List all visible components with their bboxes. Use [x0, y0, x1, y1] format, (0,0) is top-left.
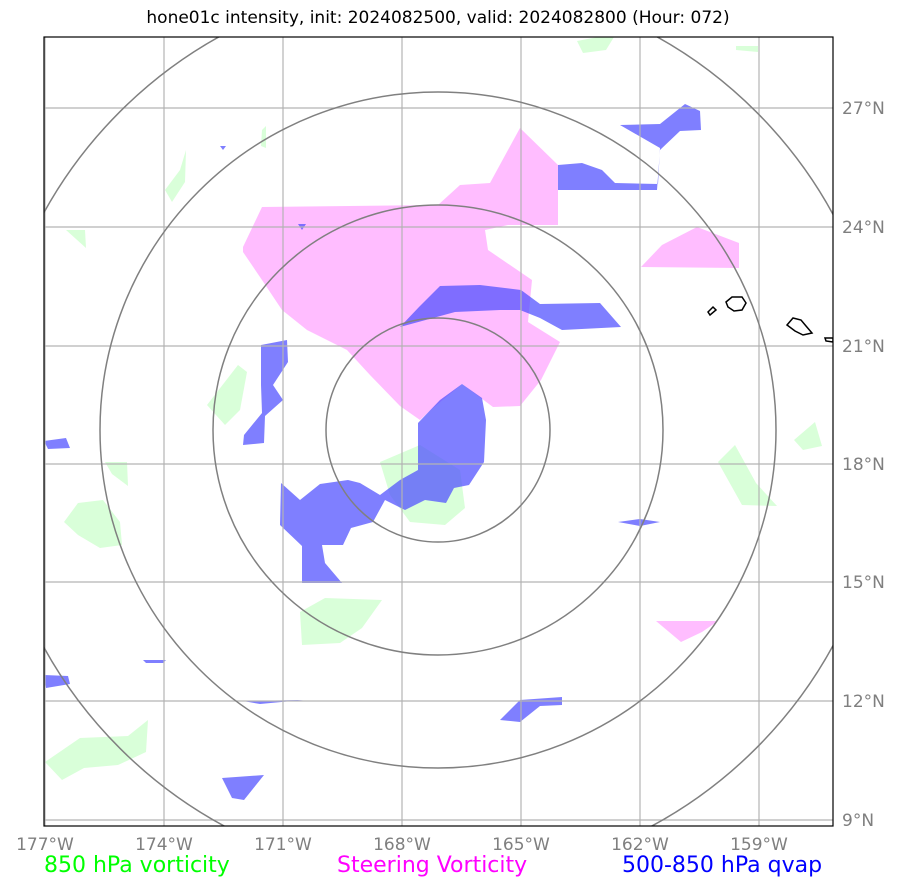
range-rings	[44, 37, 833, 826]
lat-tick-labels: 27°N 24°N 21°N 18°N 15°N 12°N 9°N	[842, 99, 885, 831]
island-outline	[785, 317, 814, 336]
island-outline	[707, 305, 718, 317]
lon-tick-label: 165°W	[492, 835, 550, 855]
qvap-area	[558, 104, 701, 190]
qvap-area	[243, 340, 288, 445]
legend-vorticity-850: 850 hPa vorticity	[44, 853, 230, 878]
range-ring	[325, 317, 551, 543]
lon-tick-labels: 177°W 174°W 171°W 168°W 165°W 162°W 159°…	[16, 835, 788, 855]
lon-tick-label: 159°W	[730, 835, 788, 855]
vorticity-850-area	[105, 462, 128, 486]
legend-qvap: 500-850 hPa qvap	[622, 853, 823, 878]
qvap-area	[500, 697, 562, 722]
qvap-area	[143, 660, 166, 663]
range-ring	[99, 91, 777, 769]
map-title: hone01c intensity, init: 2024082500, val…	[146, 8, 730, 28]
lat-tick-label: 24°N	[842, 218, 885, 238]
island-outline	[823, 337, 833, 343]
gridlines	[44, 37, 833, 826]
vorticity-850-area	[300, 598, 382, 645]
lon-tick-label: 162°W	[611, 835, 669, 855]
lon-tick-label: 171°W	[254, 835, 312, 855]
steering-vorticity-area	[641, 227, 739, 268]
qvap-area	[44, 675, 70, 688]
qvap-layer	[44, 104, 701, 800]
lon-tick-label: 174°W	[135, 835, 193, 855]
vorticity-850-area	[64, 500, 122, 548]
map-frame	[43, 36, 834, 827]
vorticity-850-area	[66, 230, 86, 248]
vorticity-850-area	[577, 37, 614, 53]
lat-tick-label: 9°N	[842, 811, 874, 831]
lat-tick-label: 21°N	[842, 337, 885, 357]
coastlines	[707, 296, 833, 343]
qvap-area	[44, 438, 70, 449]
island-outline	[725, 296, 747, 312]
vorticity-850-area	[718, 445, 777, 506]
lon-tick-label: 177°W	[16, 835, 74, 855]
vorticity-850-area	[736, 46, 758, 52]
range-ring	[212, 204, 664, 656]
vorticity-850-area	[794, 422, 822, 450]
legend-steering-vorticity: Steering Vorticity	[337, 853, 528, 878]
qvap-area	[400, 285, 621, 330]
qvap-area	[222, 775, 264, 800]
vorticity-850-area	[45, 720, 148, 780]
lat-tick-label: 15°N	[842, 573, 885, 593]
qvap-area	[280, 384, 486, 583]
qvap-area	[618, 519, 660, 526]
vorticity-850-area	[207, 365, 247, 425]
lat-tick-label: 18°N	[842, 455, 885, 475]
steering-vorticity-area	[656, 621, 718, 642]
vorticity-850-layer	[45, 37, 822, 780]
lat-tick-label: 27°N	[842, 99, 885, 119]
vorticity-850-area	[165, 150, 186, 202]
lat-tick-label: 12°N	[842, 692, 885, 712]
lon-tick-label: 168°W	[373, 835, 431, 855]
vorticity-850-area	[261, 126, 266, 148]
qvap-area	[220, 146, 226, 150]
